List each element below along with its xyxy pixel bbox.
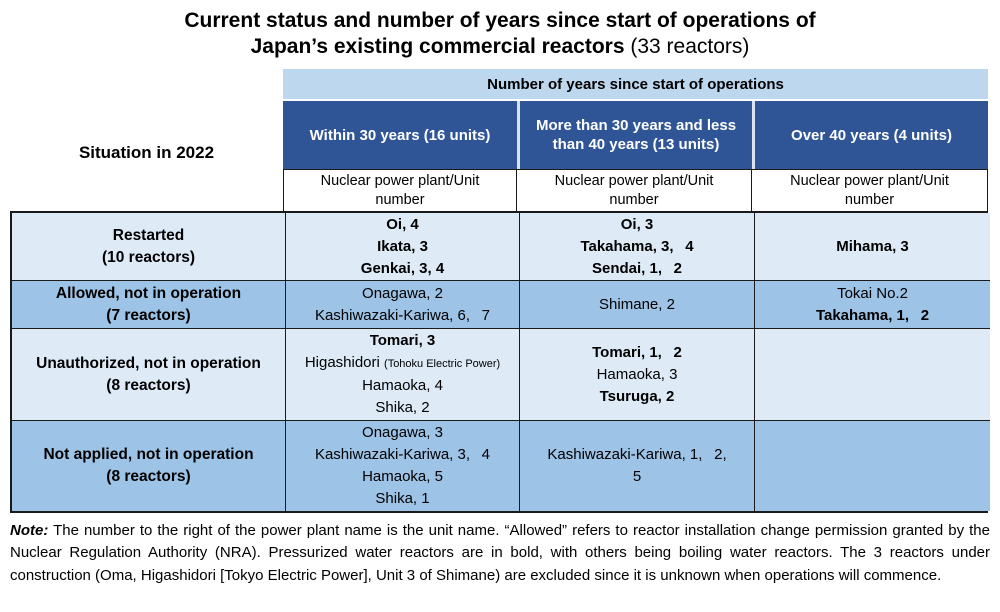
- note-label: Note:: [10, 522, 49, 539]
- row-label-count: (8 reactors): [106, 468, 191, 485]
- situation-header: Situation in 2022: [78, 143, 215, 162]
- plant-line: 5: [632, 468, 642, 485]
- row-label-3: Not applied, not in operation (8 reactors…: [12, 420, 285, 511]
- plant-line: Hamaoka, 3: [596, 365, 678, 383]
- plant-line: Sendai, 1, 2: [591, 259, 683, 277]
- row-label-count: (7 reactors): [106, 306, 191, 324]
- row-label-count: (10 reactors): [101, 248, 196, 266]
- table-header-area: Situation in 2022 Number of years since …: [10, 69, 988, 211]
- plant-line: Shika, 2: [375, 399, 430, 416]
- plant-cell-r2-c0: Tomari, 3 Higashidori (Tohoku Electric Po…: [285, 328, 519, 420]
- plant-line: Tsuruga, 2: [599, 387, 675, 405]
- plant-cell-r2-c1: Tomari, 1, 2 Hamaoka, 3 Tsuruga, 2: [519, 328, 754, 420]
- plant-cell-r1-c2: Tokai No.2 Takahama, 1, 2: [754, 280, 990, 328]
- sub-header-cell-1: Nuclear power plant/Unit number: [517, 169, 752, 211]
- plant-line: Shimane, 2: [599, 295, 675, 313]
- sub-header-row: Nuclear power plant/Unit number Nuclear p…: [10, 169, 988, 211]
- plant-line: Kashiwazaki-Kariwa, 6, 7: [314, 306, 491, 324]
- plant-cell-r0-c2: Mihama, 3: [754, 213, 990, 280]
- plant-line: Onagawa, 3: [362, 424, 443, 441]
- plant-line: Takahama, 1, 2: [815, 306, 930, 324]
- row-label-text: Not applied, not in operation: [43, 446, 254, 463]
- plant-line: Tomari, 3: [369, 332, 436, 349]
- plant-line: Oi, 3: [620, 215, 654, 233]
- reactor-status-table: Situation in 2022 Number of years since …: [10, 69, 992, 513]
- year-col-headers: Within 30 years (16 units) More than 30 y…: [283, 101, 988, 169]
- col-header-0: Within 30 years (16 units): [283, 101, 517, 169]
- plant-line: Shika, 1: [375, 490, 430, 507]
- sub-header-cell-2: Nuclear power plant/Unit number: [752, 169, 988, 211]
- plant-line: Kashiwazaki-Kariwa, 3, 4: [314, 446, 491, 463]
- plant-line: Mihama, 3: [836, 237, 909, 255]
- figure-title-line2: Japan’s existing commercial reactors (33…: [0, 34, 1000, 60]
- note-text: The number to the right of the power pla…: [10, 522, 990, 584]
- plant-line: Ikata, 3: [377, 237, 428, 255]
- figure-title: Current status and number of years since…: [0, 0, 1000, 60]
- plant-cell-r0-c1: Oi, 3 Takahama, 3, 4 Sendai, 1, 2: [519, 213, 754, 280]
- plant-cell-r1-c0: Onagawa, 2 Kashiwazaki-Kariwa, 6, 7: [285, 280, 519, 328]
- row-label-text: Unauthorized, not in operation: [36, 354, 261, 372]
- years-band-header: Number of years since start of operation…: [283, 69, 988, 99]
- plant-line: Tokai No.2: [837, 284, 908, 302]
- sub-header-cell-0: Nuclear power plant/Unit number: [283, 169, 517, 211]
- plant-line: Oi, 4: [386, 215, 419, 233]
- figure-title-line2-bold: Japan’s existing commercial reactors: [250, 35, 625, 58]
- plant-line-operator-note: (Tohoku Electric Power): [384, 358, 501, 370]
- row-label-2: Unauthorized, not in operation (8 reactor…: [12, 328, 285, 420]
- table-body: Restarted (10 reactors) Oi, 4 Ikata, 3 Genka…: [10, 211, 990, 513]
- plant-line: Kashiwazaki-Kariwa, 1, 2,: [547, 446, 727, 463]
- plant-line: Takahama, 3, 4: [580, 237, 694, 255]
- plant-cell-r1-c1: Shimane, 2: [519, 280, 754, 328]
- col-header-2: Over 40 years (4 units): [752, 101, 988, 169]
- col-header-1: More than 30 years and less than 40 year…: [517, 101, 752, 169]
- plant-cell-r3-c1: Kashiwazaki-Kariwa, 1, 2, 5: [519, 420, 754, 511]
- row-label-text: Allowed, not in operation: [55, 284, 242, 302]
- row-label-text: Restarted: [112, 226, 185, 244]
- plant-line: Hamaoka, 5: [362, 468, 443, 485]
- row-label-0: Restarted (10 reactors): [12, 213, 285, 280]
- row-label-count: (8 reactors): [106, 376, 191, 394]
- note-paragraph: Note: The number to the right of the pow…: [10, 520, 990, 587]
- figure-title-reactor-count: (33 reactors): [624, 35, 750, 58]
- plant-cell-r3-c0: Onagawa, 3 Kashiwazaki-Kariwa, 3, 4 Hamaok…: [285, 420, 519, 511]
- plant-cell-r0-c0: Oi, 4 Ikata, 3 Genkai, 3, 4: [285, 213, 519, 280]
- row-label-1: Allowed, not in operation (7 reactors): [12, 280, 285, 328]
- figure-title-line1: Current status and number of years since…: [184, 9, 816, 32]
- plant-line: Onagawa, 2: [362, 284, 443, 302]
- years-header-group: Number of years since start of operation…: [283, 69, 988, 169]
- plant-line: Tomari, 1, 2: [592, 343, 682, 361]
- plant-line: Higashidori (Tohoku Electric Power): [304, 354, 501, 371]
- plant-line: Hamaoka, 4: [362, 377, 443, 394]
- plant-cell-r2-c2: [754, 328, 990, 420]
- plant-cell-r3-c2: [754, 420, 990, 511]
- plant-line: Genkai, 3, 4: [360, 259, 445, 277]
